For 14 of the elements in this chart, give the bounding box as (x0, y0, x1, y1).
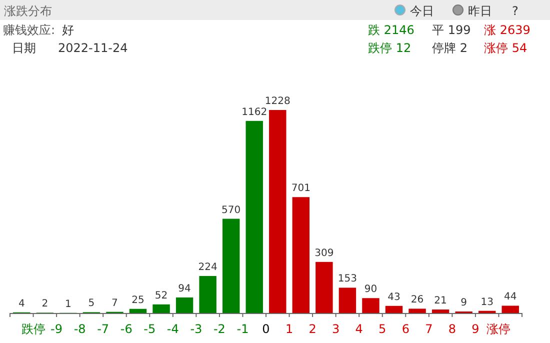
title: 涨跌分布 (4, 4, 52, 18)
annotation: 涨 2639 (484, 23, 530, 37)
annotation: 跌 2146 (368, 23, 414, 37)
annotation: 跌停 12 (368, 41, 412, 55)
annotation: 好 (62, 23, 74, 37)
annotation: ? (512, 4, 518, 18)
annotation: 日期 (12, 41, 36, 55)
annotation: 赚钱效应: (3, 23, 56, 37)
annotation: 平 199 (432, 23, 471, 37)
annotation: 涨停 54 (484, 41, 528, 55)
annotation: 昨日 (468, 4, 492, 18)
annotation: 2022-11-24 (58, 41, 128, 55)
annotation: 停牌 2 (432, 41, 468, 55)
annotation: 今日 (410, 4, 434, 18)
